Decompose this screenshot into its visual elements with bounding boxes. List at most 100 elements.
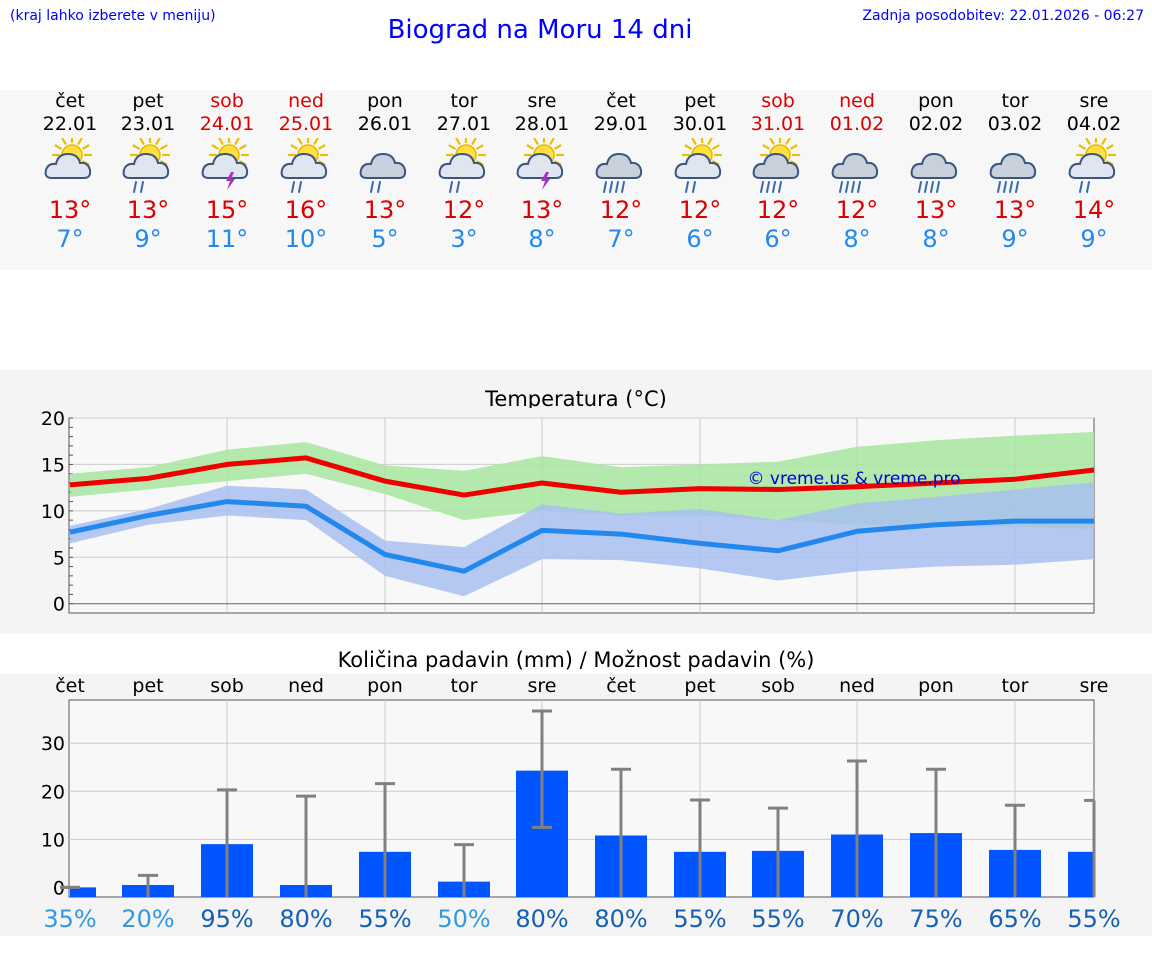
precip-day-label: tor	[1002, 675, 1029, 697]
min-temperature: 8°	[843, 225, 871, 253]
day-column: pon 02.02 13° 8°	[896, 90, 976, 253]
precipitation-probability-label: 80%	[594, 905, 647, 933]
precipitation-probability-label: 65%	[988, 905, 1041, 933]
weather-icon-graphic	[44, 138, 93, 179]
partly-cloudy-sun-icon	[30, 136, 110, 198]
precip-day-label: ned	[839, 675, 875, 697]
weather-icon-graphic	[595, 152, 643, 193]
min-temperature: 8°	[922, 225, 950, 253]
cloud-shape	[1068, 152, 1116, 179]
rain-drops	[997, 181, 1019, 193]
cloud-shape	[752, 152, 800, 179]
sun-thunderstorm-icon	[187, 136, 267, 198]
cloud-shape	[44, 152, 92, 179]
max-temperature: 12°	[678, 196, 722, 224]
min-temperature: 10°	[284, 225, 328, 253]
max-temperature: 12°	[442, 196, 486, 224]
day-name: čet	[606, 90, 636, 112]
day-name: čet	[55, 90, 85, 112]
temp-y-tick-label: 15	[41, 454, 65, 476]
weather-icon-graphic	[910, 152, 958, 193]
day-column: ned 01.02 12° 8°	[817, 90, 897, 253]
day-date: 24.01	[199, 113, 255, 135]
precipitation-probability-label: 55%	[1067, 905, 1120, 933]
temperature-chart: 0 5 10 15 20 © vreme.us & vreme.pro	[0, 408, 1152, 634]
day-name: pon	[367, 90, 403, 112]
lightning-bolt	[541, 172, 550, 190]
day-name: tor	[450, 90, 478, 112]
rain-drops	[449, 181, 460, 193]
precipitation-probability-label: 55%	[751, 905, 804, 933]
cloud-rain-icon	[345, 136, 425, 198]
precip-day-label: sob	[761, 675, 795, 697]
day-name: pon	[918, 90, 954, 112]
section-divider	[0, 370, 1152, 410]
max-temperature: 12°	[835, 196, 879, 224]
precipitation-probability-label: 55%	[673, 905, 726, 933]
min-temperature: 7°	[607, 225, 635, 253]
day-date: 30.01	[672, 113, 728, 135]
sun-cloud-rain-icon	[108, 136, 188, 198]
weather-icon-graphic	[989, 152, 1037, 193]
max-temperature: 12°	[599, 196, 643, 224]
day-column: ned 25.01 16° 10°	[266, 90, 346, 253]
precip-day-label: čet	[55, 675, 85, 697]
sun-cloud-rain-icon	[424, 136, 504, 198]
day-date: 02.02	[908, 113, 964, 135]
day-date: 23.01	[120, 113, 176, 135]
precipitation-probability-label: 80%	[279, 905, 332, 933]
day-column: sob 24.01 15° 11°	[187, 90, 267, 253]
weather-icon-graphic	[674, 138, 723, 193]
location-hint: (kraj lahko izberete v meniju)	[10, 8, 216, 24]
precipitation-probability-label: 50%	[437, 905, 490, 933]
sun-cloud-rain-icon	[266, 136, 346, 198]
max-temperature: 16°	[284, 196, 328, 224]
min-temperature-range-band	[70, 482, 1094, 597]
max-temperature: 15°	[205, 196, 249, 224]
day-name: tor	[1001, 90, 1029, 112]
precipitation-probability-label: 35%	[43, 905, 96, 933]
min-temperature: 3°	[450, 225, 478, 253]
precip-day-label: sre	[528, 675, 557, 697]
day-column: čet 22.01 13° 7°	[30, 90, 110, 253]
day-column: sre 28.01 13° 8°	[502, 90, 582, 253]
rain-drops	[839, 181, 861, 193]
min-temperature-line	[69, 499, 1094, 574]
cloud-heavy-rain-icon	[581, 136, 661, 198]
day-name: sob	[761, 90, 795, 112]
day-date: 01.02	[829, 113, 885, 135]
precip-day-label: pet	[684, 675, 715, 697]
last-update: Zadnja posodobitev: 22.01.2026 - 06:27	[862, 8, 1144, 24]
rain-drops	[1079, 181, 1090, 193]
cloud-shape	[280, 152, 328, 179]
precip-day-label: čet	[606, 675, 636, 697]
weather-icon-graphic	[516, 138, 565, 190]
temp-y-tick-label: 20	[41, 408, 65, 430]
day-column: tor 27.01 12° 3°	[424, 90, 504, 253]
cloud-heavy-rain-icon	[896, 136, 976, 198]
precipitation-probability-label: 95%	[200, 905, 253, 933]
rain-drops	[760, 181, 782, 193]
day-column: čet 29.01 12° 7°	[581, 90, 661, 253]
precipitation-bar	[70, 887, 96, 897]
temp-y-tick-label: 10	[41, 501, 65, 523]
precip-y-tick-label: 10	[41, 829, 65, 851]
precip-day-label: ned	[288, 675, 324, 697]
max-temperature: 13°	[993, 196, 1037, 224]
temperature-chart-title: Temperatura (°C)	[485, 387, 667, 411]
day-column: sob 31.01 12° 6°	[738, 90, 818, 253]
max-temperature: 13°	[520, 196, 564, 224]
page-title: Biograd na Moru 14 dni	[387, 15, 693, 45]
day-name: ned	[839, 90, 875, 112]
min-temperature: 11°	[205, 225, 249, 253]
precipitation-chart: 0 10 20 30 čet pet sob ned pon tor sre čet pet sob ned…	[0, 674, 1152, 936]
precipitation-probability-label: 20%	[121, 905, 174, 933]
weather-icon-graphic	[1068, 138, 1117, 193]
precip-day-label: tor	[451, 675, 478, 697]
weather-icon-graphic	[438, 138, 487, 193]
day-name: sre	[527, 90, 557, 112]
weather-icon-graphic	[359, 152, 407, 193]
sun-cloud-heavy-rain-icon	[738, 136, 818, 198]
cloud-heavy-rain-icon	[975, 136, 1055, 198]
day-date: 26.01	[357, 113, 413, 135]
